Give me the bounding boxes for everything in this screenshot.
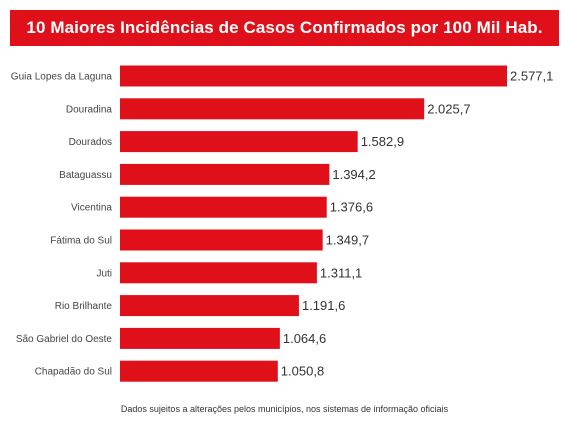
data-label: 1.050,8 xyxy=(281,364,324,379)
data-label: 1.064,6 xyxy=(283,331,326,346)
category-label: Vicentina xyxy=(71,203,112,214)
footnote: Dados sujeitos a alterações pelos municí… xyxy=(120,404,449,414)
category-label: Fátima do Sul xyxy=(50,236,112,247)
data-label: 2.577,1 xyxy=(510,69,553,84)
bar xyxy=(120,360,278,382)
category-label: Chapadão do Sul xyxy=(35,367,112,378)
data-label: 1.311,1 xyxy=(320,265,362,280)
category-label: Guia Lopes da Laguna xyxy=(11,72,113,83)
category-label: Douradina xyxy=(66,104,113,115)
category-label: São Gabriel do Oeste xyxy=(16,334,113,345)
bar xyxy=(120,262,317,284)
data-label: 1.191,6 xyxy=(302,298,345,313)
bar xyxy=(120,131,358,153)
bar xyxy=(120,295,299,317)
category-label: Rio Brilhante xyxy=(55,301,113,312)
bar xyxy=(120,327,280,349)
data-label: 1.349,7 xyxy=(326,233,369,248)
data-label: 1.582,9 xyxy=(361,134,404,149)
data-label: 2.025,7 xyxy=(427,101,470,116)
bar xyxy=(120,65,507,87)
data-label: 1.376,6 xyxy=(330,200,373,215)
data-label: 1.394,2 xyxy=(332,167,375,182)
chart-title: 10 Maiores Incidências de Casos Confirma… xyxy=(26,18,543,37)
category-label: Bataguassu xyxy=(59,170,112,181)
bar-chart: Guia Lopes da Laguna 2.577,1 Douradina 2.02… xyxy=(11,65,553,382)
bar xyxy=(120,229,323,251)
bar xyxy=(120,163,330,185)
category-label: Dourados xyxy=(69,137,112,148)
bar xyxy=(120,98,425,120)
category-label: Juti xyxy=(96,268,112,279)
bar xyxy=(120,196,327,218)
chart-title-bar: 10 Maiores Incidências de Casos Confirma… xyxy=(10,10,559,46)
